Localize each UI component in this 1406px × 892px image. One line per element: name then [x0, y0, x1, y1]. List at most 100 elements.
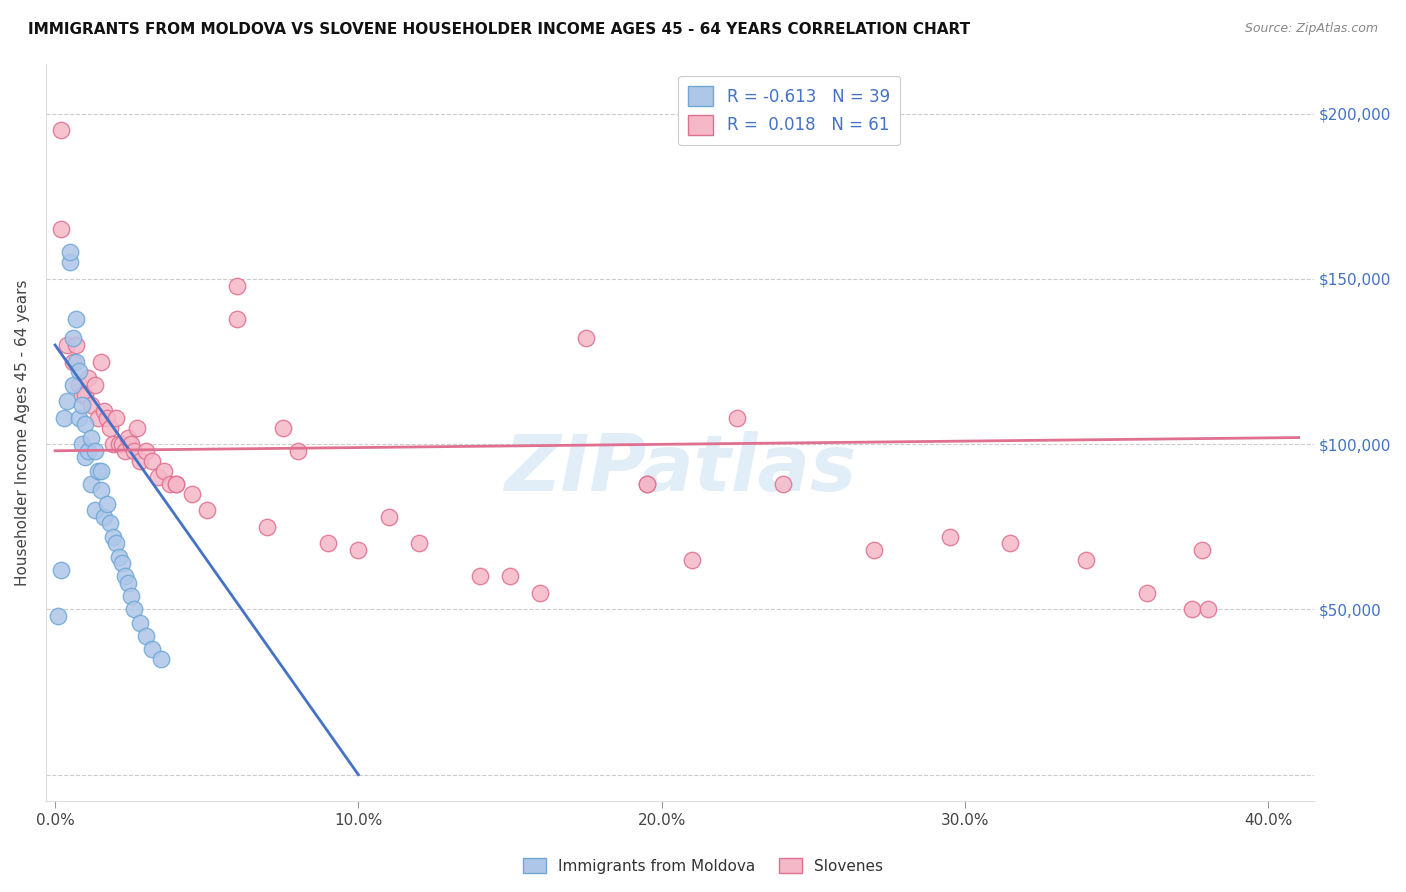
Point: [67, 364, 90, 378]
Point: [59, 245, 82, 260]
Point: [1136, 586, 1159, 600]
Point: [75, 387, 97, 401]
Point: [117, 431, 139, 445]
Point: [53, 410, 76, 425]
Point: [93, 404, 115, 418]
Point: [148, 470, 170, 484]
Point: [499, 569, 522, 583]
Point: [226, 278, 249, 293]
Point: [49, 222, 72, 236]
Point: [72, 387, 94, 401]
Point: [111, 556, 134, 570]
Point: [93, 509, 115, 524]
Text: Source: ZipAtlas.com: Source: ZipAtlas.com: [1244, 22, 1378, 36]
Point: [129, 453, 152, 467]
Point: [86, 464, 108, 478]
Point: [65, 338, 87, 352]
Point: [72, 437, 94, 451]
Point: [104, 536, 127, 550]
Point: [681, 553, 703, 567]
Point: [135, 443, 157, 458]
Point: [135, 629, 157, 643]
Point: [1197, 602, 1219, 616]
Point: [65, 311, 87, 326]
Point: [316, 536, 339, 550]
Point: [59, 255, 82, 269]
Point: [96, 497, 118, 511]
Point: [49, 563, 72, 577]
Point: [77, 371, 100, 385]
Point: [636, 476, 658, 491]
Point: [120, 437, 142, 451]
Point: [1191, 543, 1213, 558]
Point: [77, 443, 100, 458]
Point: [165, 476, 187, 491]
Point: [141, 642, 163, 657]
Point: [159, 476, 181, 491]
Point: [75, 450, 97, 465]
Point: [575, 331, 598, 345]
Point: [62, 331, 84, 345]
Point: [636, 476, 658, 491]
Point: [98, 420, 121, 434]
Point: [125, 420, 148, 434]
Point: [114, 569, 136, 583]
Point: [114, 443, 136, 458]
Point: [287, 443, 309, 458]
Point: [180, 487, 202, 501]
Point: [107, 549, 129, 564]
Point: [49, 123, 72, 137]
Point: [56, 338, 79, 352]
Point: [347, 543, 370, 558]
Point: [67, 377, 90, 392]
Point: [468, 569, 491, 583]
Point: [863, 543, 886, 558]
Point: [72, 397, 94, 411]
Point: [101, 437, 124, 451]
Point: [101, 530, 124, 544]
Point: [62, 377, 84, 392]
Point: [104, 410, 127, 425]
Point: [80, 431, 103, 445]
Legend: R = -0.613   N = 39, R =  0.018   N = 61: R = -0.613 N = 39, R = 0.018 N = 61: [678, 76, 900, 145]
Point: [96, 410, 118, 425]
Point: [75, 417, 97, 432]
Point: [83, 443, 105, 458]
Point: [377, 509, 399, 524]
Point: [56, 394, 79, 409]
Point: [271, 420, 294, 434]
Point: [80, 476, 103, 491]
Y-axis label: Householder Income Ages 45 - 64 years: Householder Income Ages 45 - 64 years: [15, 279, 30, 586]
Point: [107, 437, 129, 451]
Point: [86, 410, 108, 425]
Point: [120, 589, 142, 603]
Point: [83, 503, 105, 517]
Legend: Immigrants from Moldova, Slovenes: Immigrants from Moldova, Slovenes: [517, 852, 889, 880]
Text: ZIPatlas: ZIPatlas: [503, 432, 856, 508]
Point: [111, 437, 134, 451]
Point: [90, 354, 112, 368]
Point: [62, 354, 84, 368]
Point: [727, 410, 749, 425]
Point: [150, 652, 173, 666]
Point: [141, 453, 163, 467]
Point: [117, 576, 139, 591]
Text: IMMIGRANTS FROM MOLDOVA VS SLOVENE HOUSEHOLDER INCOME AGES 45 - 64 YEARS CORRELA: IMMIGRANTS FROM MOLDOVA VS SLOVENE HOUSE…: [28, 22, 970, 37]
Point: [772, 476, 794, 491]
Point: [256, 520, 278, 534]
Point: [939, 530, 962, 544]
Point: [1000, 536, 1022, 550]
Point: [195, 503, 218, 517]
Point: [153, 464, 176, 478]
Point: [1076, 553, 1098, 567]
Point: [226, 311, 249, 326]
Point: [46, 609, 69, 624]
Point: [408, 536, 430, 550]
Point: [1181, 602, 1204, 616]
Point: [83, 377, 105, 392]
Point: [80, 397, 103, 411]
Point: [529, 586, 551, 600]
Point: [122, 602, 145, 616]
Point: [67, 410, 90, 425]
Point: [90, 483, 112, 498]
